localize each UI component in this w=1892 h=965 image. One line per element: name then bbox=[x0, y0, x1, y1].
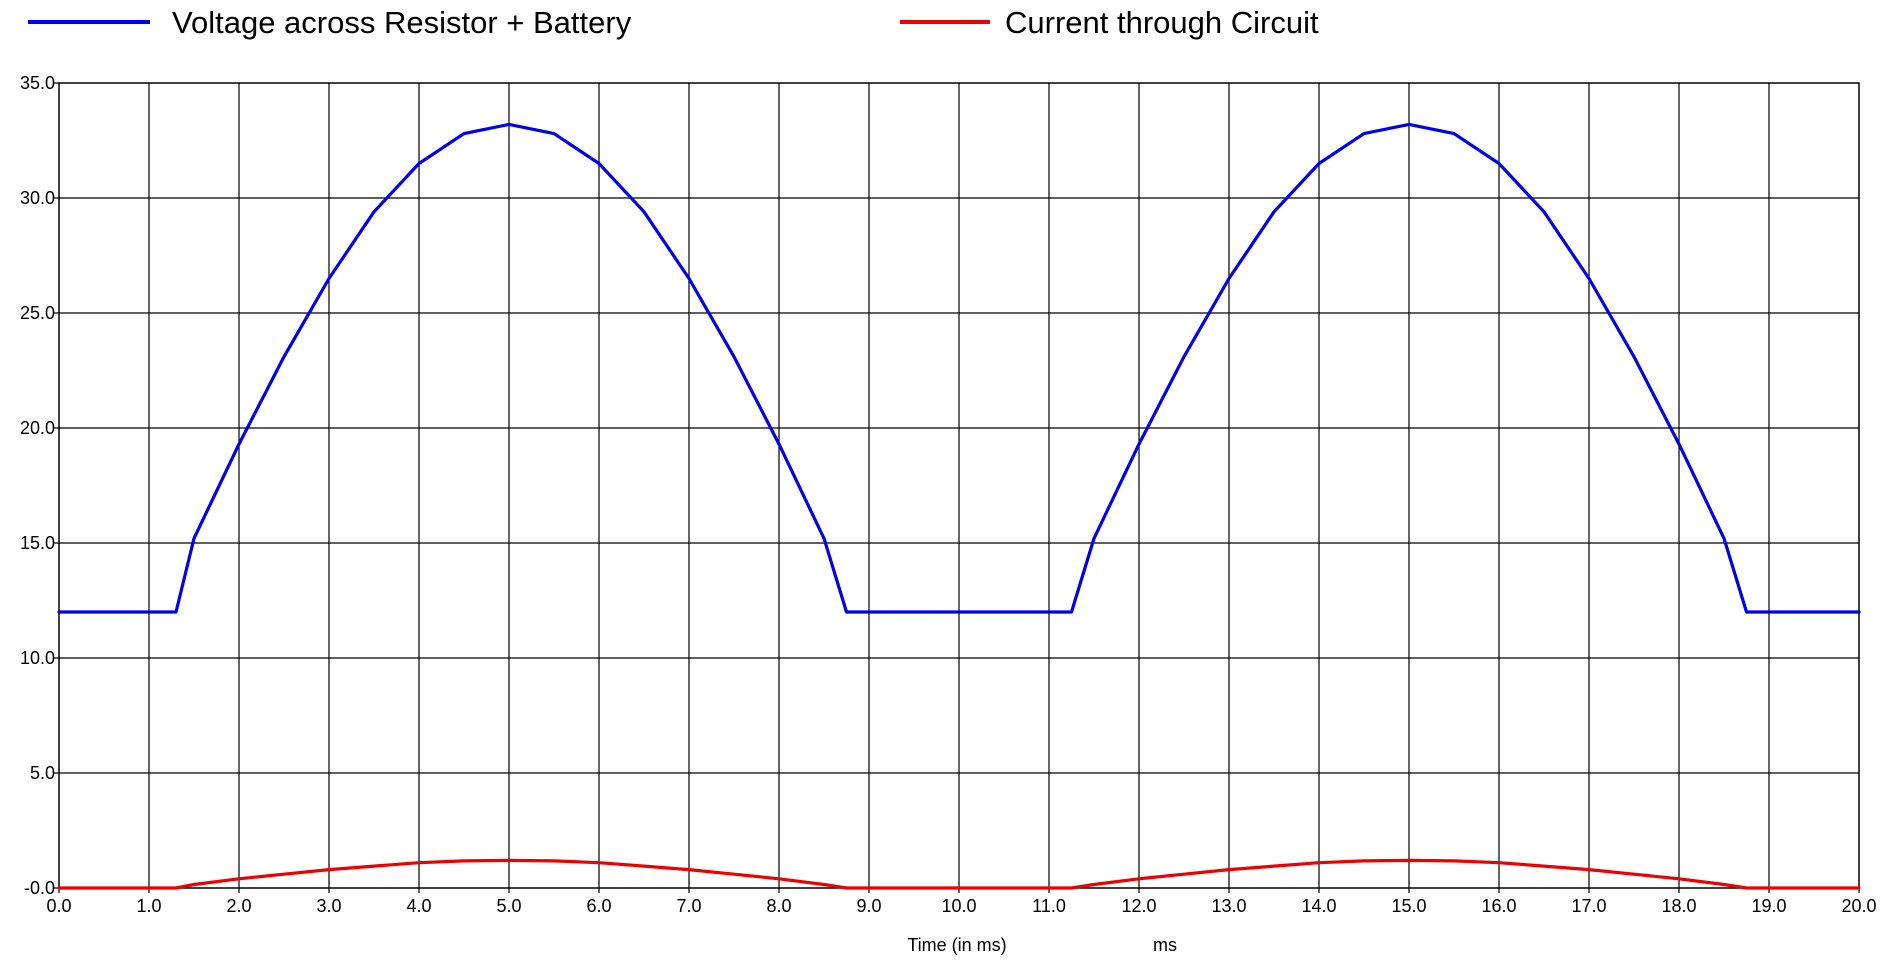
x-tick-label: 19.0 bbox=[1751, 896, 1786, 916]
x-tick-label: 6.0 bbox=[586, 896, 611, 916]
y-tick-label: 25.0 bbox=[20, 303, 55, 323]
y-tick-label: 20.0 bbox=[20, 418, 55, 438]
x-tick-label: 14.0 bbox=[1301, 896, 1336, 916]
x-tick-label: 1.0 bbox=[136, 896, 161, 916]
x-tick-label: 17.0 bbox=[1571, 896, 1606, 916]
x-tick-label: 5.0 bbox=[496, 896, 521, 916]
x-tick-label: 3.0 bbox=[316, 896, 341, 916]
x-tick-label: 20.0 bbox=[1841, 896, 1876, 916]
x-tick-label: 16.0 bbox=[1481, 896, 1516, 916]
x-axis: 0.0 1.0 2.0 3.0 4.0 5.0 6.0 7.0 8.0 9.0 10.0 11.0 12… bbox=[46, 888, 1877, 916]
y-tick-label: -0.0 bbox=[24, 878, 55, 898]
x-tick-label: 18.0 bbox=[1661, 896, 1696, 916]
x-tick-label: 9.0 bbox=[856, 896, 881, 916]
legend-label-current: Current through Circuit bbox=[1005, 5, 1319, 40]
series-line-voltage bbox=[57, 122, 1861, 614]
x-axis-unit: ms bbox=[1153, 935, 1177, 955]
y-tick-label: 35.0 bbox=[20, 73, 55, 93]
x-tick-label: 8.0 bbox=[766, 896, 791, 916]
y-axis: -0.0 5.0 10.0 15.0 20.0 25.0 30.0 35.0 bbox=[20, 73, 59, 898]
x-tick-label: 10.0 bbox=[941, 896, 976, 916]
grid bbox=[59, 83, 1859, 888]
x-tick-label: 15.0 bbox=[1391, 896, 1426, 916]
x-tick-label: 4.0 bbox=[406, 896, 431, 916]
x-tick-label: 0.0 bbox=[46, 896, 71, 916]
series-line-current bbox=[57, 858, 1861, 890]
y-tick-label: 30.0 bbox=[20, 188, 55, 208]
legend-label-voltage: Voltage across Resistor + Battery bbox=[172, 5, 632, 40]
x-tick-label: 12.0 bbox=[1121, 896, 1156, 916]
y-tick-label: 5.0 bbox=[30, 763, 55, 783]
y-tick-label: 10.0 bbox=[20, 648, 55, 668]
x-tick-label: 7.0 bbox=[676, 896, 701, 916]
x-axis-title: Time (in ms) bbox=[907, 935, 1006, 955]
x-tick-label: 11.0 bbox=[1032, 896, 1066, 916]
legend: Voltage across Resistor + Battery Curren… bbox=[28, 5, 1319, 40]
plot-series bbox=[57, 122, 1861, 890]
x-tick-label: 2.0 bbox=[226, 896, 251, 916]
y-tick-label: 15.0 bbox=[20, 533, 55, 553]
x-tick-label: 13.0 bbox=[1211, 896, 1246, 916]
